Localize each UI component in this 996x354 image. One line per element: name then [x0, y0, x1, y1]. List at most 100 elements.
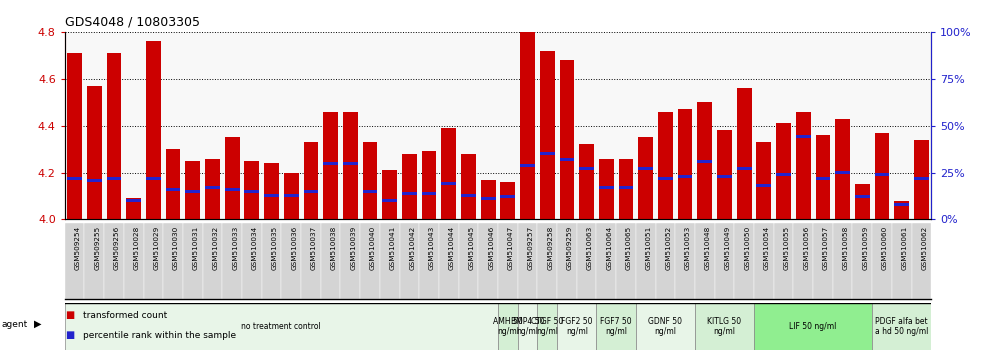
Bar	[580, 167, 594, 170]
Text: GSM510033: GSM510033	[232, 225, 238, 269]
Text: GSM509257: GSM509257	[528, 225, 534, 269]
Text: GSM510042: GSM510042	[409, 225, 415, 269]
Text: FGF2 50
ng/ml: FGF2 50 ng/ml	[561, 317, 593, 336]
Bar	[87, 178, 102, 182]
Bar	[301, 223, 321, 299]
Bar	[619, 159, 633, 219]
Text: GSM510038: GSM510038	[331, 225, 337, 269]
Text: GSM510053: GSM510053	[685, 225, 691, 269]
Bar	[65, 303, 498, 350]
Bar	[481, 179, 496, 219]
Bar	[244, 161, 259, 219]
Bar	[421, 192, 436, 195]
Bar	[774, 223, 794, 299]
Bar	[421, 152, 436, 219]
Bar	[675, 223, 695, 299]
Bar	[441, 182, 456, 185]
Text: no treatment control: no treatment control	[241, 322, 322, 331]
Bar	[284, 172, 299, 219]
Bar	[500, 195, 515, 199]
Bar	[67, 53, 82, 219]
Text: GSM509259: GSM509259	[567, 225, 573, 269]
Text: ■: ■	[65, 310, 74, 320]
Bar	[894, 201, 909, 219]
Bar	[264, 194, 279, 196]
Bar	[105, 223, 124, 299]
Bar	[124, 223, 143, 299]
Text: GSM509256: GSM509256	[114, 225, 120, 269]
Bar	[244, 190, 259, 193]
Text: GSM510031: GSM510031	[193, 225, 199, 269]
Bar	[222, 223, 242, 299]
Bar	[478, 223, 498, 299]
Bar	[518, 223, 538, 299]
Text: GSM510058: GSM510058	[843, 225, 849, 269]
Text: GSM510059: GSM510059	[863, 225, 869, 269]
Bar	[321, 223, 341, 299]
Bar	[540, 152, 555, 155]
Text: CTGF 50
ng/ml: CTGF 50 ng/ml	[531, 317, 564, 336]
Bar	[304, 142, 319, 219]
Text: GSM510030: GSM510030	[173, 225, 179, 269]
Bar	[363, 190, 377, 193]
Bar	[816, 177, 831, 180]
Bar	[754, 223, 774, 299]
Text: GDS4048 / 10803305: GDS4048 / 10803305	[65, 16, 200, 29]
Text: BMP4 50
ng/ml: BMP4 50 ng/ml	[511, 317, 544, 336]
Text: GSM510028: GSM510028	[133, 225, 139, 269]
Bar	[126, 199, 141, 202]
Bar	[855, 184, 870, 219]
Text: AMH 50
ng/ml: AMH 50 ng/ml	[493, 317, 523, 336]
Text: GSM510062: GSM510062	[921, 225, 927, 269]
Text: agent: agent	[2, 320, 28, 329]
Bar	[737, 88, 752, 219]
Bar	[560, 158, 575, 161]
Bar	[677, 109, 692, 219]
Bar	[87, 86, 102, 219]
Bar	[599, 186, 614, 189]
Bar	[205, 186, 220, 189]
Bar	[439, 223, 458, 299]
Bar	[776, 123, 791, 219]
Bar	[65, 223, 85, 299]
Text: GSM509255: GSM509255	[95, 225, 101, 269]
Bar	[107, 53, 122, 219]
Bar	[796, 112, 811, 219]
Bar	[281, 223, 301, 299]
Bar	[813, 223, 833, 299]
Bar	[796, 135, 811, 138]
Bar	[143, 223, 163, 299]
Text: GSM509254: GSM509254	[75, 225, 81, 269]
Text: GSM510054: GSM510054	[764, 225, 770, 269]
Bar	[695, 303, 754, 350]
Text: GSM510048: GSM510048	[705, 225, 711, 269]
Text: GSM510047: GSM510047	[508, 225, 514, 269]
Bar	[520, 164, 535, 167]
Text: GSM510032: GSM510032	[212, 225, 218, 269]
Text: GSM510056: GSM510056	[803, 225, 810, 269]
Bar	[617, 223, 635, 299]
Bar	[165, 149, 180, 219]
Text: transformed count: transformed count	[83, 312, 167, 320]
Bar	[816, 135, 831, 219]
Bar	[461, 194, 476, 196]
Bar	[399, 223, 419, 299]
Bar	[833, 223, 853, 299]
Bar	[341, 223, 361, 299]
Bar	[520, 32, 535, 219]
Bar	[343, 162, 358, 165]
Bar	[498, 303, 518, 350]
Bar	[874, 173, 889, 176]
Text: GSM510044: GSM510044	[449, 225, 455, 269]
Bar	[419, 223, 439, 299]
Bar	[126, 198, 141, 219]
Bar	[205, 159, 220, 219]
Bar	[658, 112, 672, 219]
Bar	[242, 223, 262, 299]
Text: GSM510037: GSM510037	[311, 225, 317, 269]
Text: GSM510055: GSM510055	[784, 225, 790, 269]
Bar	[382, 199, 397, 202]
Text: GSM510065: GSM510065	[626, 225, 632, 269]
Text: GSM510063: GSM510063	[587, 225, 593, 269]
Bar	[264, 163, 279, 219]
